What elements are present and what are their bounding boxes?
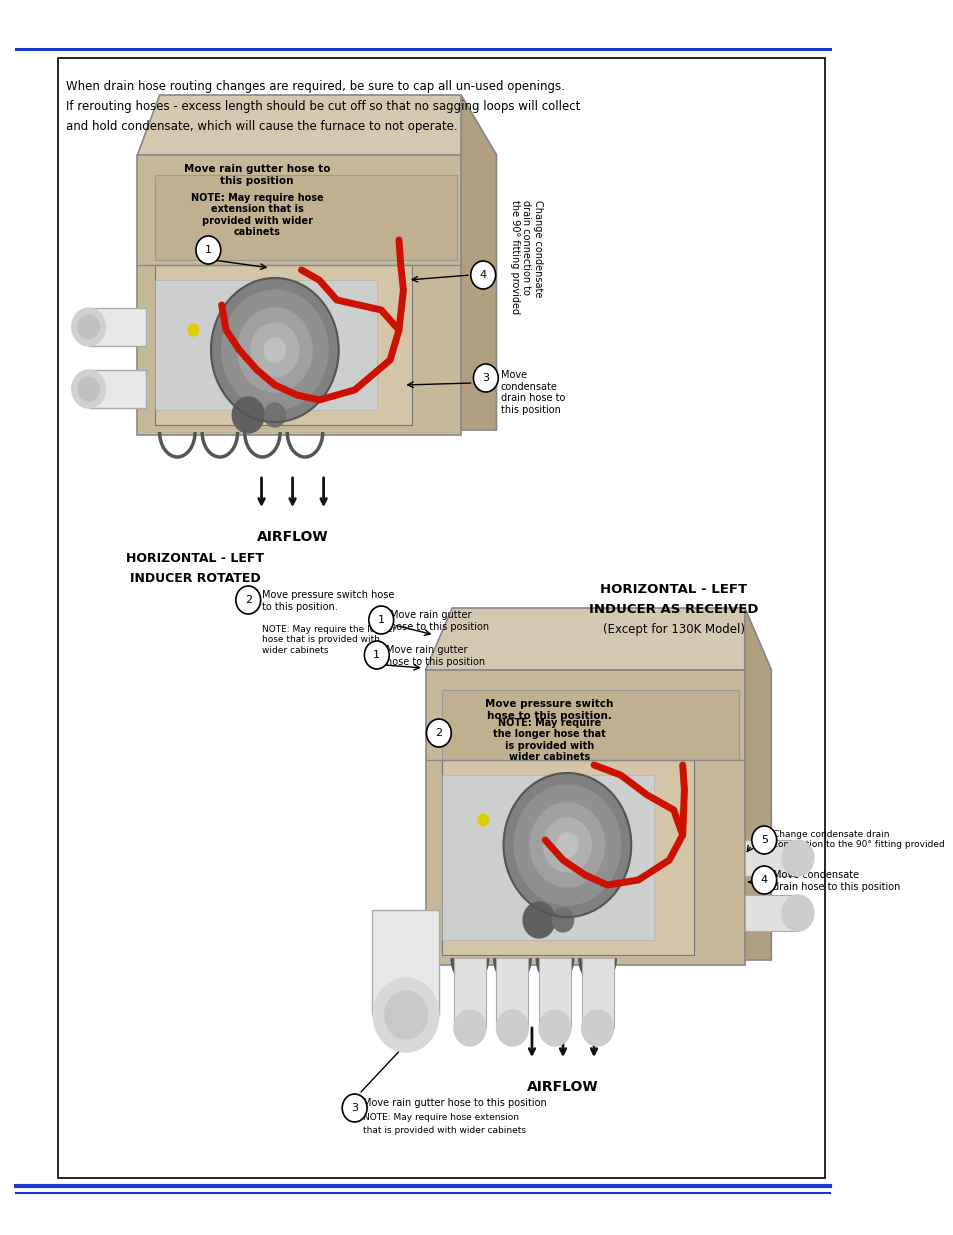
Text: 3: 3 [351, 1103, 357, 1113]
Text: 1: 1 [373, 650, 380, 659]
Bar [744, 895, 797, 931]
Circle shape [211, 278, 338, 422]
Circle shape [543, 818, 591, 872]
Text: Move condensate
drain hose to this position: Move condensate drain hose to this posit… [772, 869, 900, 892]
Circle shape [264, 338, 285, 362]
Text: When drain hose routing changes are required, be sure to cap all un-used opening: When drain hose routing changes are requ… [67, 80, 565, 93]
Circle shape [781, 840, 813, 876]
Bar [581, 958, 613, 1028]
Bar [89, 308, 146, 346]
Polygon shape [425, 608, 771, 671]
Bar [496, 958, 528, 1028]
Bar [441, 776, 654, 940]
Text: Move
condensate
drain hose to
this position: Move condensate drain hose to this posit… [500, 370, 565, 415]
Bar [155, 266, 412, 425]
Circle shape [473, 364, 497, 391]
Circle shape [514, 785, 620, 905]
Text: INDUCER AS RECEIVED: INDUCER AS RECEIVED [588, 603, 758, 616]
Text: Change condensate
drain connection to
the 90° fitting provided: Change condensate drain connection to th… [509, 200, 542, 314]
Text: 4: 4 [479, 270, 486, 280]
Circle shape [522, 902, 555, 939]
Text: 1: 1 [377, 615, 384, 625]
Text: 5: 5 [760, 835, 767, 845]
Text: Move rain gutter
hose to this position: Move rain gutter hose to this position [390, 610, 489, 631]
Polygon shape [744, 608, 771, 960]
Text: and hold condensate, which will cause the furnace to not operate.: and hold condensate, which will cause th… [67, 120, 457, 133]
Circle shape [195, 236, 220, 264]
Circle shape [557, 832, 578, 857]
Bar [137, 156, 460, 435]
Circle shape [221, 290, 328, 410]
Circle shape [342, 1094, 367, 1123]
Circle shape [78, 315, 99, 338]
Text: 3: 3 [482, 373, 489, 383]
Text: HORIZONTAL - LEFT: HORIZONTAL - LEFT [599, 583, 746, 597]
Circle shape [530, 803, 604, 887]
Circle shape [264, 403, 285, 427]
Text: If rerouting hoses - excess length should be cut off so that no sagging loops wi: If rerouting hoses - excess length shoul… [67, 100, 580, 112]
Circle shape [751, 866, 776, 894]
Text: Move pressure switch hose
to this position.: Move pressure switch hose to this positi… [261, 590, 394, 611]
Circle shape [581, 1010, 613, 1046]
Text: (Except for 130K Model): (Except for 130K Model) [602, 622, 744, 636]
Circle shape [78, 377, 99, 401]
Text: AIRFLOW: AIRFLOW [256, 530, 328, 543]
Text: 2: 2 [244, 595, 252, 605]
Polygon shape [137, 95, 496, 156]
Circle shape [364, 641, 389, 669]
Circle shape [71, 308, 106, 346]
Text: NOTE: May require hose extension: NOTE: May require hose extension [363, 1113, 519, 1123]
Bar [425, 671, 744, 965]
Polygon shape [460, 95, 496, 430]
Circle shape [251, 324, 298, 377]
Circle shape [538, 1010, 570, 1046]
Circle shape [235, 585, 260, 614]
Circle shape [552, 908, 573, 932]
Circle shape [237, 308, 312, 391]
Text: NOTE: May require hose
extension that is
provided with wider
cabinets: NOTE: May require hose extension that is… [191, 193, 323, 237]
Bar [155, 280, 376, 410]
Text: that is provided with wider cabinets: that is provided with wider cabinets [363, 1126, 526, 1135]
Text: 2: 2 [435, 727, 442, 739]
Bar [372, 910, 438, 1015]
Bar [89, 370, 146, 408]
Circle shape [477, 814, 488, 826]
Text: 1: 1 [205, 245, 212, 254]
Circle shape [503, 773, 631, 918]
Text: 4: 4 [760, 876, 767, 885]
Circle shape [71, 370, 106, 408]
Bar [454, 958, 485, 1028]
Bar [538, 958, 570, 1028]
Bar [155, 175, 456, 261]
Circle shape [426, 719, 451, 747]
Bar [441, 760, 694, 955]
Circle shape [188, 324, 198, 336]
Text: Move rain gutter hose to this position: Move rain gutter hose to this position [363, 1098, 547, 1108]
Circle shape [751, 826, 776, 853]
Text: INDUCER ROTATED: INDUCER ROTATED [130, 572, 260, 585]
Bar [441, 690, 738, 760]
Text: Move rain gutter
hose to this position: Move rain gutter hose to this position [385, 645, 484, 667]
Circle shape [369, 606, 394, 634]
Text: Move pressure switch
hose to this position.: Move pressure switch hose to this positi… [485, 699, 613, 721]
Text: NOTE: May require
the longer hose that
is provided with
wider cabinets: NOTE: May require the longer hose that i… [493, 718, 605, 762]
Text: Move rain gutter hose to
this position: Move rain gutter hose to this position [184, 164, 330, 185]
Circle shape [454, 1010, 485, 1046]
Circle shape [781, 895, 813, 931]
Circle shape [232, 396, 264, 433]
Bar [744, 840, 797, 876]
Circle shape [470, 261, 495, 289]
Circle shape [373, 978, 438, 1052]
Circle shape [384, 990, 427, 1039]
Circle shape [496, 1010, 528, 1046]
Text: AIRFLOW: AIRFLOW [527, 1079, 598, 1094]
Text: Change condensate drain
connection to the 90° fitting provided: Change condensate drain connection to th… [772, 830, 943, 850]
Text: HORIZONTAL - LEFT: HORIZONTAL - LEFT [126, 552, 264, 564]
Text: NOTE: May require the longer
hose that is provided with
wider cabinets: NOTE: May require the longer hose that i… [261, 625, 395, 655]
